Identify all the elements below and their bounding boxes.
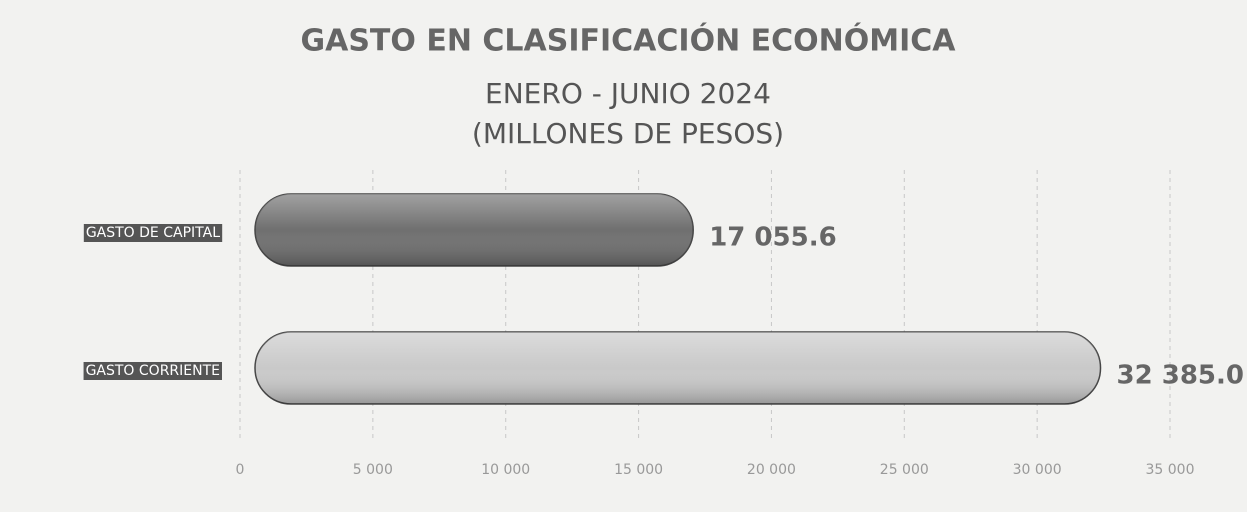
y-tick-label: GASTO CORRIENTE [86,363,220,379]
label-background [83,362,222,380]
x-tick-label: 20 000 [747,462,796,478]
x-tick-label: 5 000 [353,462,393,478]
chart-subtitle: ENERO - JUNIO 2024 [485,77,771,110]
x-tick-label: 30 000 [1013,462,1062,478]
x-tick-label: 0 [236,462,245,478]
bar-shade [255,332,1101,404]
x-tick-label: 10 000 [481,462,530,478]
x-tick-label: 35 000 [1146,462,1195,478]
chart-title: GASTO EN CLASIFICACIÓN ECONÓMICA [300,22,956,59]
x-tick-label: 25 000 [880,462,929,478]
label-background [83,224,223,242]
bar-shade [255,194,694,266]
value-label: 17 055.6 [709,223,836,253]
y-tick-label: GASTO DE CAPITAL [86,225,220,241]
x-tick-label: 15 000 [614,462,663,478]
chart-subtitle: (MILLONES DE PESOS) [472,117,784,150]
value-label: 32 385.0 [1117,361,1244,391]
